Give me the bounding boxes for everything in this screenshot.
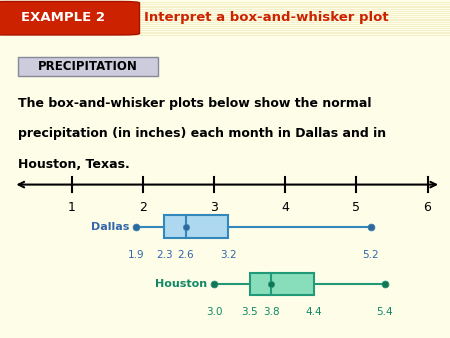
Text: 3.8: 3.8 <box>263 307 279 317</box>
Bar <box>164 215 229 238</box>
Text: precipitation (in inches) each month in Dallas and in: precipitation (in inches) each month in … <box>18 127 386 140</box>
Text: 2.3: 2.3 <box>156 250 173 260</box>
Text: 2: 2 <box>139 201 147 214</box>
Text: EXAMPLE 2: EXAMPLE 2 <box>21 11 105 24</box>
Text: 3.2: 3.2 <box>220 250 237 260</box>
Bar <box>250 272 314 295</box>
Text: Interpret a box-and-whisker plot: Interpret a box-and-whisker plot <box>144 11 389 24</box>
Text: 5: 5 <box>352 201 360 214</box>
Text: 5.4: 5.4 <box>377 307 393 317</box>
Text: 3.5: 3.5 <box>242 307 258 317</box>
Text: 4: 4 <box>281 201 289 214</box>
FancyBboxPatch shape <box>0 1 140 35</box>
Text: 4.4: 4.4 <box>306 307 322 317</box>
Text: Dallas: Dallas <box>91 222 129 232</box>
Text: 5.2: 5.2 <box>362 250 379 260</box>
Text: Houston: Houston <box>155 279 207 289</box>
Text: Houston, Texas.: Houston, Texas. <box>18 158 130 170</box>
Text: 1.9: 1.9 <box>128 250 144 260</box>
Text: 6: 6 <box>423 201 432 214</box>
Text: 3.0: 3.0 <box>206 307 222 317</box>
Text: The box-and-whisker plots below show the normal: The box-and-whisker plots below show the… <box>18 97 372 110</box>
Text: 2.6: 2.6 <box>177 250 194 260</box>
Text: PRECIPITATION: PRECIPITATION <box>38 60 138 73</box>
Bar <box>18 57 158 76</box>
Text: 3: 3 <box>210 201 218 214</box>
Text: 1: 1 <box>68 201 76 214</box>
